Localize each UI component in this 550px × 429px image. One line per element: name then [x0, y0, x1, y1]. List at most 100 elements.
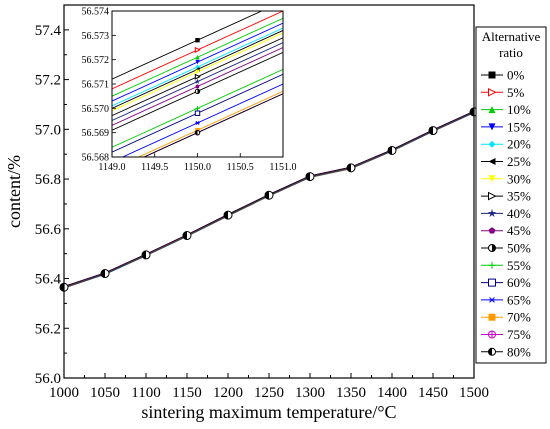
- legend-title-line2: ratio: [499, 45, 523, 60]
- data-point-1450-half: [429, 126, 433, 135]
- y-tick-label: 56.0: [35, 371, 61, 387]
- inset-point-0pct-shape: [195, 38, 200, 43]
- legend-marker: [488, 347, 496, 356]
- data-point-1500-half: [470, 107, 474, 116]
- legend-entry-45pct: 45%: [481, 223, 531, 238]
- legend-entry-20pct: 20%: [481, 137, 531, 152]
- legend-marker-half: [492, 244, 496, 252]
- inset-point-80pct: [194, 129, 201, 136]
- inset-x-tick-label: 1150.5: [227, 162, 254, 173]
- main-plot: 1000 1050 1100 1150 1200 1250 1300 1350 1400 1450…: [4, 4, 489, 422]
- legend-entry-70pct: 70%: [481, 310, 531, 325]
- inset-point-45pct-shape: [195, 84, 200, 89]
- inset-x-tick-label: 1149.5: [141, 162, 168, 173]
- legend-entry-15pct: 15%: [481, 119, 531, 134]
- data-point-1450: [428, 126, 438, 136]
- inset-point-20pct: [195, 64, 200, 70]
- inset-plot: 1149.0 1149.5 1150.0 1150.5 1151.0 56.568 56.5…: [82, 7, 297, 174]
- legend-marker: [488, 71, 496, 79]
- legend-marker-shape: [488, 227, 496, 234]
- legend-marker: [488, 278, 496, 287]
- data-point-1100-half: [142, 250, 146, 259]
- legend-marker: [488, 158, 496, 165]
- inset-point-20pct-shape: [195, 64, 200, 70]
- inset-x-tick-label: 1149.0: [98, 162, 125, 173]
- x-tick-label: 1500: [459, 385, 489, 401]
- legend-entry-60pct: 60%: [481, 275, 531, 290]
- legend-marker-d2: [489, 297, 495, 303]
- y-tick-label: 56.4: [35, 272, 62, 288]
- y-tick-label: 56.6: [35, 222, 62, 238]
- data-point-1250-half: [265, 191, 269, 200]
- inset-y-tick-label: 56.574: [82, 7, 110, 18]
- x-axis-title: sintering maximum temperature/°C: [141, 402, 396, 422]
- inset-x-tick-label: 1150.0: [184, 162, 211, 173]
- x-tick-label: 1300: [295, 385, 325, 401]
- inset-point-65pct: [195, 121, 200, 125]
- inset-point-0pct: [195, 38, 200, 43]
- legend-marker-shape: [488, 191, 497, 201]
- legend-marker-shape: [488, 278, 496, 287]
- y-axis-title: content/%: [4, 155, 24, 228]
- inset-point-5pct-shape: [194, 46, 201, 53]
- legend-marker: [488, 330, 496, 339]
- legend-marker: [488, 244, 496, 252]
- legend-entry-0pct: 0%: [481, 68, 525, 83]
- inset-point-5pct: [194, 46, 201, 53]
- x-tick-label: 1250: [254, 385, 284, 401]
- data-point-1350: [346, 163, 356, 173]
- data-point-1200-half: [224, 211, 228, 220]
- legend-label: 0%: [507, 68, 525, 83]
- data-point-1300-half: [306, 172, 310, 181]
- data-point-1050-half: [101, 269, 105, 278]
- inset-point-15pct: [195, 59, 200, 65]
- legend-label: 65%: [507, 292, 531, 307]
- inset-x-tick-label: 1151.0: [269, 162, 296, 173]
- inset-point-35pct: [194, 73, 201, 80]
- legend-entry-65pct: 65%: [481, 292, 531, 307]
- legend-marker-shape: [488, 71, 496, 79]
- legend-label: 50%: [507, 241, 531, 256]
- legend-marker: [488, 106, 496, 114]
- legend-marker-shape: [488, 175, 496, 183]
- legend-marker-shape: [487, 208, 497, 218]
- legend-entry-75pct: 75%: [481, 327, 531, 342]
- inset-point-40pct: [194, 78, 201, 85]
- legend-label: 55%: [507, 258, 531, 273]
- legend-label: 75%: [507, 327, 531, 342]
- legend-label: 5%: [507, 85, 525, 100]
- data-point-1150-half: [183, 231, 187, 240]
- legend-entry-5pct: 5%: [481, 85, 525, 100]
- legend-marker: [488, 297, 496, 303]
- inset-point-30pct-shape: [195, 69, 200, 75]
- inset-y-tick-label: 56.571: [82, 80, 110, 91]
- inset-point-10pct-shape: [195, 55, 200, 60]
- legend-box: [475, 26, 547, 364]
- inset-y-tick-label: 56.572: [82, 55, 110, 66]
- inset-point-35pct-shape: [194, 73, 201, 80]
- x-tick-label: 1200: [213, 385, 243, 401]
- inset-point-50pct-half: [197, 89, 200, 94]
- data-point-1000-half: [60, 283, 64, 292]
- legend-entry-25pct: 25%: [481, 154, 531, 169]
- legend-marker-shape: [488, 140, 496, 148]
- legend-label: 70%: [507, 310, 531, 325]
- legend-marker-shape: [488, 87, 497, 97]
- inset-point-80pct-half: [195, 130, 198, 135]
- legend-marker: [488, 123, 496, 131]
- data-point-1050: [100, 269, 110, 279]
- inset-point-60pct: [194, 110, 201, 116]
- data-point-1350-half: [347, 163, 351, 172]
- legend-marker: [488, 313, 496, 321]
- legend-marker: [488, 191, 497, 201]
- y-tick-label: 57.2: [35, 73, 61, 89]
- legend-entry-55pct: 55%: [481, 258, 531, 273]
- legend-entry-80pct: 80%: [481, 344, 531, 359]
- legend-label: 20%: [507, 137, 531, 152]
- data-point-1150: [182, 231, 192, 241]
- legend-label: 15%: [507, 119, 531, 134]
- inset-point-15pct-shape: [195, 59, 200, 65]
- legend-marker-shape: [488, 123, 496, 131]
